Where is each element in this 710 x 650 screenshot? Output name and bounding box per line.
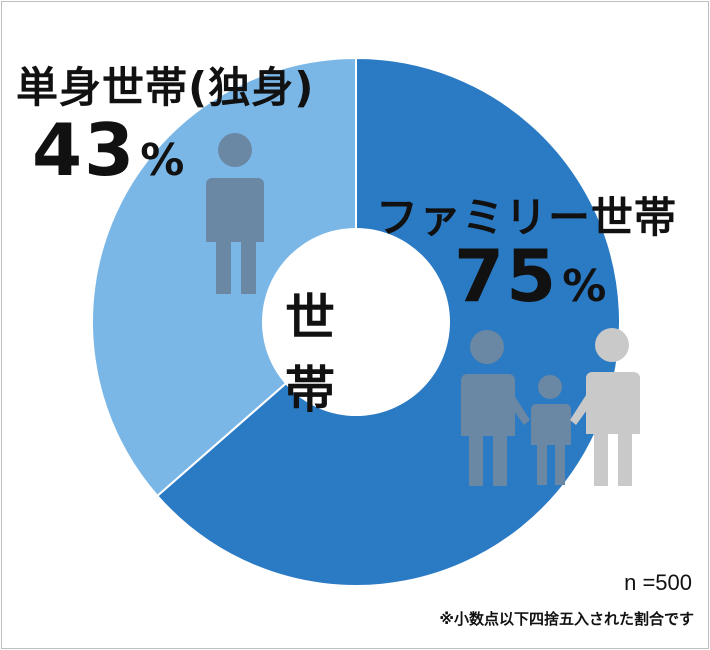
single-household-unit: % [140,135,185,186]
center-circle [262,228,450,416]
parent-left-icon [461,330,530,486]
parent-right-icon [570,328,640,486]
family-household-value: 75 [454,234,559,318]
family-household-label: ファミリー世帯 [376,193,678,242]
family-household-percent: 75% [454,234,606,318]
sample-size: n =500 [624,570,692,595]
family-icon [461,328,640,486]
single-household-percent: 43% [32,108,184,192]
footnote: ※小数点以下四捨五入された割合です [439,610,694,628]
child-icon [531,375,571,485]
center-label: 世帯 [285,289,335,419]
single-household-value: 43 [32,108,137,192]
family-household-unit: % [562,261,607,312]
person-icon [206,133,264,294]
single-household-label: 単身世帯(独身) [16,63,315,112]
